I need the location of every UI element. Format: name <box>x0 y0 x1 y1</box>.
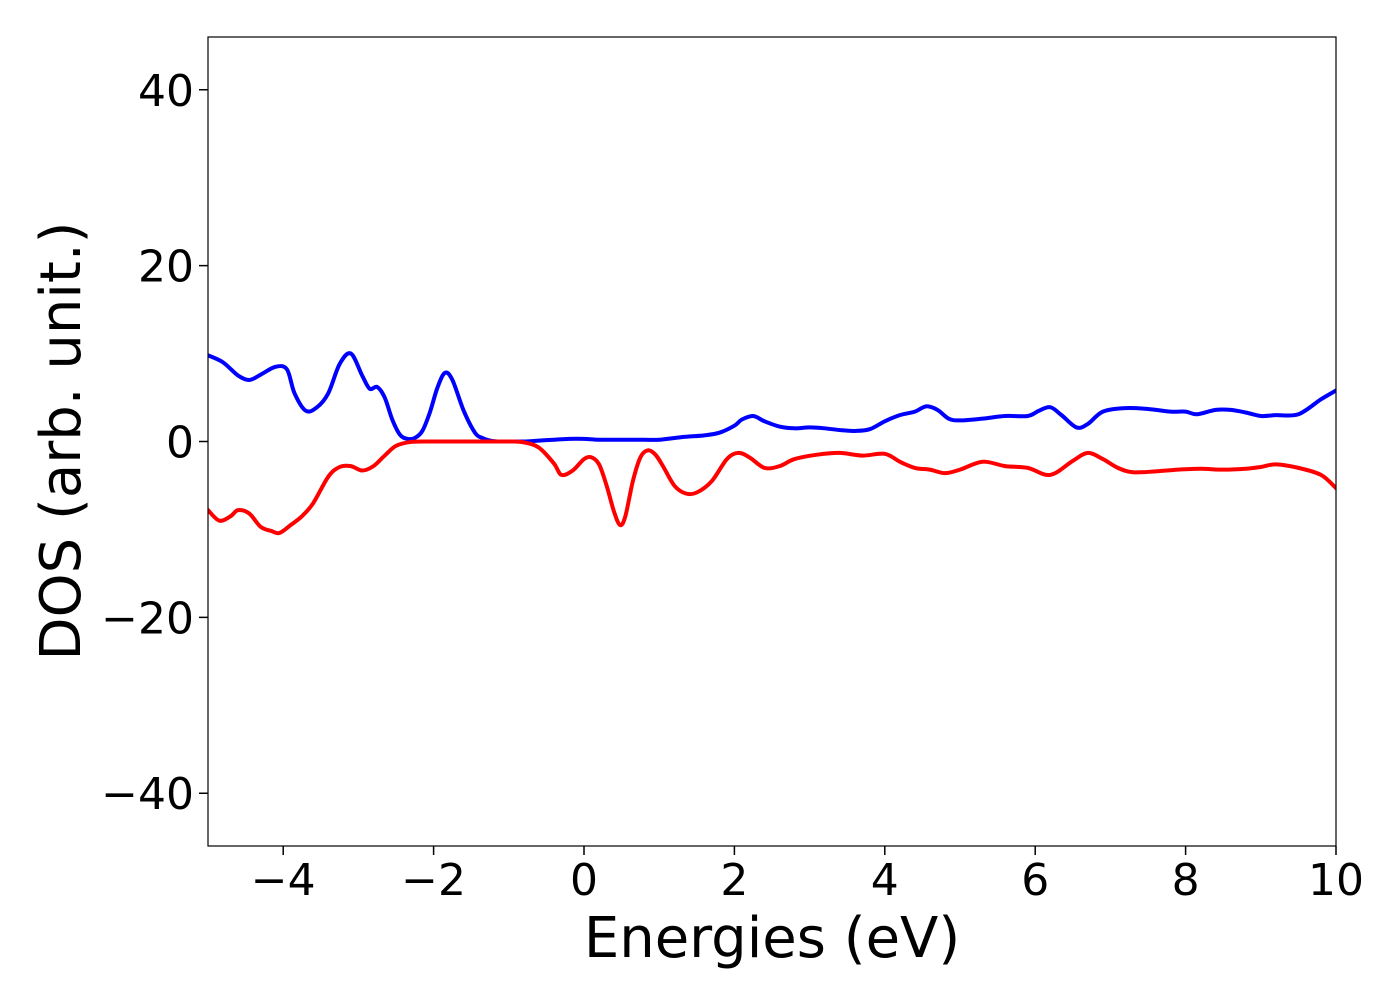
y-axis-title: DOS (arb. unit.) <box>29 221 94 660</box>
y-tick-label: 40 <box>138 66 194 117</box>
y-tick-label: −20 <box>101 593 194 644</box>
y-tick-label: −40 <box>101 769 194 820</box>
x-tick-label: 6 <box>1021 855 1049 906</box>
x-tick-label: 4 <box>871 855 899 906</box>
x-tick-label: −4 <box>251 855 316 906</box>
x-tick-label: 2 <box>720 855 748 906</box>
x-axis-title: Energies (eV) <box>584 906 960 971</box>
series-line-1 <box>208 351 1336 444</box>
x-tick-label: 0 <box>570 855 598 906</box>
y-tick-label: 20 <box>138 242 194 293</box>
y-tick-label: 0 <box>166 418 194 469</box>
x-tick-label: 8 <box>1172 855 1200 906</box>
x-axis: −4 −2 0 2 4 6 8 10 <box>251 846 1364 906</box>
y-axis: −40 −20 0 20 40 <box>101 66 208 820</box>
series-layer <box>208 351 1336 536</box>
x-tick-label: 10 <box>1308 855 1364 906</box>
x-tick-label: −2 <box>401 855 466 906</box>
series-line-2 <box>208 439 1336 536</box>
